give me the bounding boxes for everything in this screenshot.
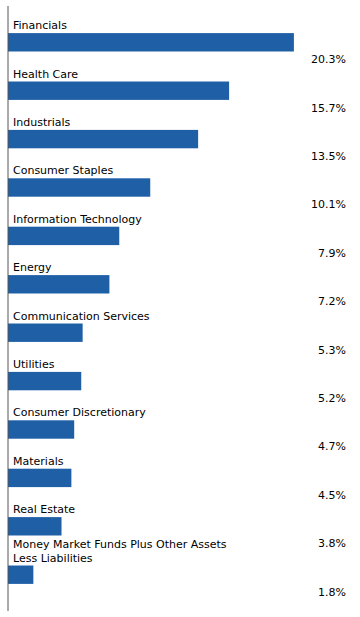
value-label: 1.8%: [318, 586, 346, 599]
category-label-line: Energy: [13, 261, 52, 274]
category-label-line: Industrials: [13, 116, 71, 129]
chart: Financials 20.3% Health Care 15.7% Industria…: [0, 0, 360, 617]
category-label-line: Utilities: [13, 358, 55, 371]
category-label: Financials: [13, 19, 67, 32]
value-label: 4.7%: [318, 440, 346, 453]
category-label-line: Real Estate: [13, 503, 75, 516]
value-label: 3.8%: [318, 537, 346, 550]
category-label: Consumer Discretionary: [13, 406, 146, 419]
bar: [8, 275, 109, 293]
category-label: Energy: [13, 261, 52, 274]
bar: [8, 324, 83, 342]
axis-line: [8, 6, 9, 611]
bars: [8, 33, 294, 584]
category-label-line: Information Technology: [13, 213, 142, 226]
category-label: Information Technology: [13, 213, 142, 226]
bar: [8, 372, 81, 390]
category-label: Money Market Funds Plus Other AssetsLess…: [13, 538, 227, 564]
category-label: Communication Services: [13, 310, 150, 323]
value-label: 5.3%: [318, 344, 346, 357]
category-label-line: Materials: [13, 455, 64, 468]
value-label: 10.1%: [311, 198, 346, 211]
bar: [8, 130, 198, 148]
bar: [8, 33, 294, 51]
value-label: 15.7%: [311, 102, 346, 115]
category-label-line: Financials: [13, 19, 67, 32]
category-label-line: Consumer Staples: [13, 164, 113, 177]
category-label: Consumer Staples: [13, 164, 113, 177]
category-label: Real Estate: [13, 503, 75, 516]
category-label: Industrials: [13, 116, 71, 129]
value-label: 7.9%: [318, 247, 346, 260]
bar: [8, 420, 74, 438]
category-label: Utilities: [13, 358, 55, 371]
category-label-line: Less Liabilities: [13, 552, 93, 565]
bar: [8, 227, 119, 245]
bar: [8, 517, 62, 535]
value-label: 7.2%: [318, 295, 346, 308]
labels: Financials 20.3% Health Care 15.7% Industria…: [13, 19, 346, 599]
value-label: 20.3%: [311, 53, 346, 66]
category-label: Materials: [13, 455, 64, 468]
bar: [8, 469, 71, 487]
category-label-line: Communication Services: [13, 310, 150, 323]
chart-container: Financials 20.3% Health Care 15.7% Industria…: [0, 0, 360, 617]
bar: [8, 82, 229, 100]
value-label: 13.5%: [311, 150, 346, 163]
value-label: 4.5%: [318, 489, 346, 502]
category-label-line: Consumer Discretionary: [13, 406, 146, 419]
category-label-line: Health Care: [13, 68, 78, 81]
category-label-line: Money Market Funds Plus Other Assets: [13, 538, 227, 551]
bar: [8, 566, 33, 584]
category-label: Health Care: [13, 68, 78, 81]
value-label: 5.2%: [318, 392, 346, 405]
bar: [8, 178, 150, 196]
